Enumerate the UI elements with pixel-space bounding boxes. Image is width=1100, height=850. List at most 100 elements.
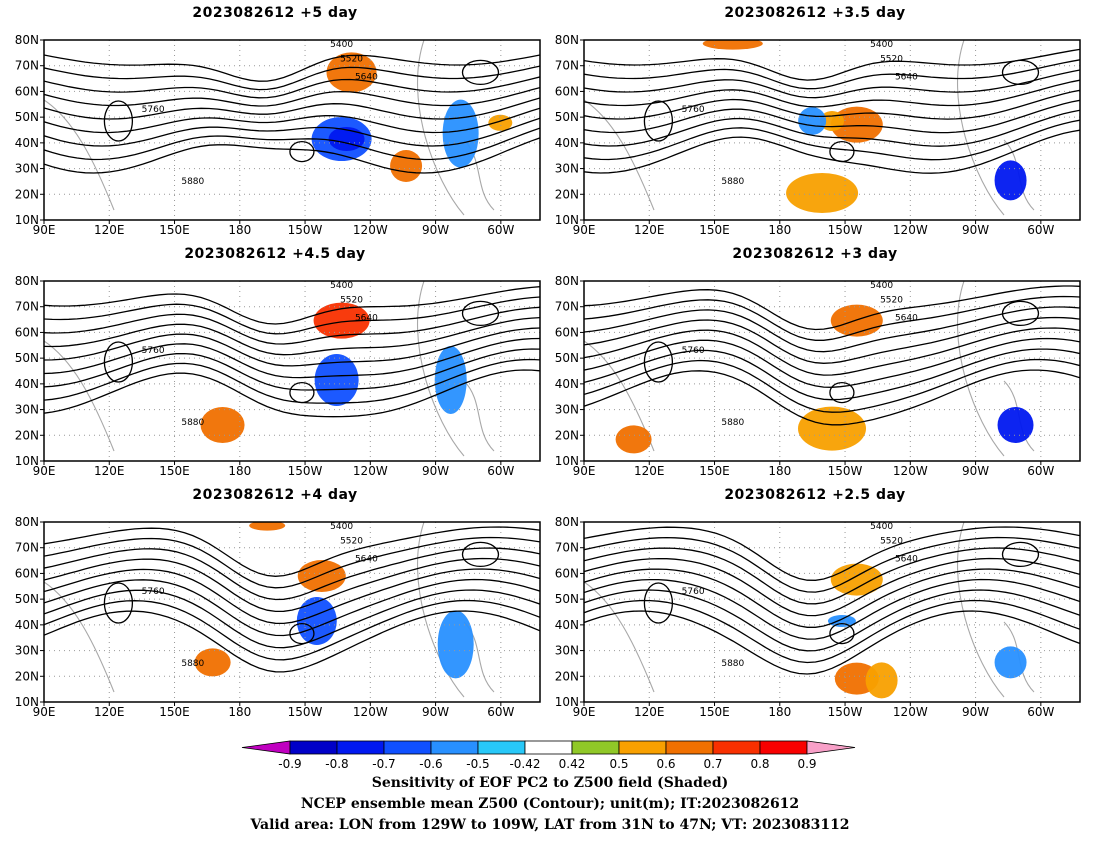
contour-line (584, 526, 1080, 581)
panel-title: 2023082612 +3.5 day (724, 5, 906, 21)
lat-label: 40N (15, 136, 39, 150)
sensitivity-shade (437, 610, 474, 679)
colorbar-tick-label: -0.9 (278, 757, 301, 771)
contour-line (584, 348, 1080, 401)
lon-label: 60W (1027, 223, 1054, 237)
lat-label: 30N (15, 162, 39, 176)
lon-label: 120E (94, 464, 125, 478)
panel-title: 2023082612 +5 day (192, 5, 358, 21)
colorbar-swatch (759, 740, 808, 755)
colorbar-tick-label: -0.8 (325, 757, 348, 771)
lat-label: 30N (555, 403, 579, 417)
lat-label: 80N (555, 274, 579, 288)
contour-low (103, 100, 134, 142)
contour-label: 5520 (340, 296, 363, 306)
lat-label: 10N (15, 213, 39, 227)
map-panel-day2-5: 2023082612 +2.5 day 5400 5520 5640 5760 5880… (545, 487, 1085, 719)
contour-label: 5880 (181, 177, 204, 187)
lon-label: 120E (94, 223, 125, 237)
lat-label: 10N (555, 454, 579, 468)
lon-label: 150E (699, 705, 730, 719)
contour-label: 5640 (895, 314, 918, 324)
map-layers (584, 281, 1080, 461)
lat-label: 70N (15, 59, 39, 73)
lat-label: 30N (555, 644, 579, 658)
lat-label: 60N (555, 566, 579, 580)
contour-line (584, 568, 1080, 628)
contour-label: 5520 (880, 537, 903, 547)
lat-label: 10N (555, 695, 579, 709)
sensitivity-shade (865, 662, 898, 699)
contour-line (584, 295, 1080, 341)
contour-low (103, 582, 134, 624)
map-panel-day3: 2023082612 +3 day 5400 5520 5640 5760 5880 80… (545, 246, 1085, 478)
colorbar-tick-label: -0.42 (509, 757, 540, 771)
lon-label: 60W (1027, 705, 1054, 719)
colorbar: -0.9 -0.8 -0.7 -0.6 -0.5 -0.42 0.42 0.5 0.6 0.7 0.… (241, 740, 856, 771)
colorbar-tick-label: 0.5 (609, 757, 628, 771)
sensitivity-shade (830, 304, 883, 337)
contour-high (829, 622, 855, 645)
contour-line (584, 358, 1080, 413)
coastline-gulf (463, 380, 495, 452)
lat-label: 40N (555, 377, 579, 391)
lon-label: 90W (422, 705, 449, 719)
contour-label: 5520 (340, 537, 363, 547)
contour-line (584, 109, 1080, 147)
coastline-america (416, 281, 465, 457)
contour-line (44, 97, 540, 120)
contour-label: 5760 (682, 346, 705, 356)
contour-line (44, 306, 540, 345)
map-frame (583, 521, 1081, 703)
lon-label: 150W (828, 223, 863, 237)
lon-label: 120W (893, 705, 928, 719)
contour-label: 5400 (330, 281, 353, 291)
lat-label: 70N (555, 300, 579, 314)
coastline-america (956, 40, 1005, 216)
contour-low (103, 341, 134, 383)
caption-line-3: Valid area: LON from 129W to 109W, LAT f… (250, 817, 850, 833)
panel-title: 2023082612 +4.5 day (184, 246, 366, 262)
lon-label: 120W (893, 223, 928, 237)
map-frame (43, 521, 541, 703)
sensitivity-shade (328, 127, 365, 151)
lat-label: 20N (15, 187, 39, 201)
sensitivity-shade (297, 560, 346, 592)
lat-label: 40N (15, 618, 39, 632)
colorbar-swatch (712, 740, 761, 755)
contour-line (584, 536, 1080, 593)
lat-label: 80N (555, 33, 579, 47)
contour-label: 5760 (142, 587, 165, 597)
lon-label: 90E (573, 464, 596, 478)
contour-line (584, 99, 1080, 134)
map-frame (583, 280, 1081, 462)
sensitivity-shade (798, 406, 866, 451)
lon-label: 180 (228, 464, 251, 478)
map-canvas: 5400 5520 5640 5760 5880 80N 70N 60N 50N 40N 30N 20… (555, 274, 1081, 478)
colorbar-swatch (618, 740, 667, 755)
lon-label: 120W (893, 464, 928, 478)
contour-layer (44, 54, 540, 174)
colorbar-tick-label: -0.7 (372, 757, 395, 771)
lat-label: 20N (555, 669, 579, 683)
lon-label: 150W (288, 223, 323, 237)
contour-line (584, 557, 1080, 617)
map-canvas: 5400 5520 5640 5760 5880 80N 70N 60N 50N 40N 30N 20… (15, 33, 541, 237)
lon-label: 150E (159, 464, 190, 478)
contour-label: 5640 (895, 73, 918, 83)
lon-label: 150E (699, 464, 730, 478)
colorbar-tick-label: 0.7 (703, 757, 722, 771)
map-canvas: 5400 5520 5640 5760 5880 80N 70N 60N 50N 40N 30N 20… (15, 515, 541, 719)
contour-low (643, 100, 674, 142)
contour-line (44, 369, 540, 418)
colorbar-swatch (477, 740, 526, 755)
contour-line (44, 137, 540, 174)
contour-line (584, 327, 1080, 376)
lon-label: 90E (33, 223, 56, 237)
caption-line-1: Sensitivity of EOF PC2 to Z500 field (Sh… (371, 775, 729, 791)
coastline-asia (584, 581, 655, 693)
colorbar-tick-label: -0.5 (466, 757, 489, 771)
colorbar-tick-label: -0.6 (419, 757, 442, 771)
contour-label: 5640 (355, 555, 378, 565)
lat-label: 20N (555, 428, 579, 442)
